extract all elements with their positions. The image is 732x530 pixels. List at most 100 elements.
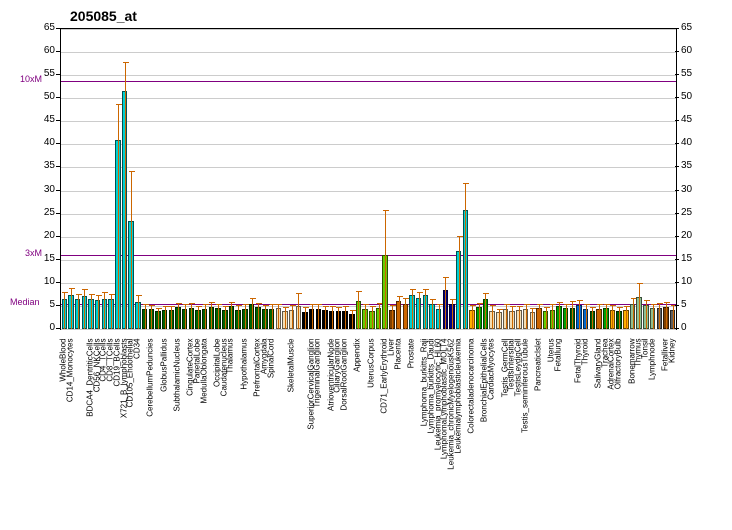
error-bar	[278, 305, 279, 329]
error-bar	[258, 304, 259, 329]
gridline	[61, 121, 676, 122]
x-tick-label: CD34	[132, 339, 141, 499]
error-bar	[572, 302, 573, 329]
error-bar	[365, 305, 366, 329]
x-tick-label: OlfractoryBulb	[614, 339, 623, 499]
error-bar	[292, 306, 293, 329]
error-bar	[318, 305, 319, 329]
error-bar	[506, 305, 507, 329]
error-bar	[138, 296, 139, 329]
x-tick-label: Fetallung	[554, 339, 563, 499]
error-bar	[211, 303, 212, 329]
error-bar	[492, 306, 493, 329]
error-bar	[265, 306, 266, 329]
y-tick-label: 45	[30, 114, 55, 125]
error-bar	[379, 304, 380, 329]
x-tick-label: TrigeminalGanglion	[313, 339, 322, 499]
x-tick-label: Colorectaladenocarcinoma	[467, 339, 476, 499]
y-tick-label-right: 25	[681, 207, 692, 218]
error-bar	[325, 307, 326, 329]
error-bar	[191, 304, 192, 329]
y-tick-label-right: 10	[681, 276, 692, 287]
y-tick-label: 20	[30, 230, 55, 241]
error-bar	[552, 305, 553, 329]
error-bar	[171, 307, 172, 329]
error-bar	[586, 305, 587, 329]
error-bar	[285, 308, 286, 329]
x-tick-label: CD14_Monocytes	[66, 339, 75, 499]
gridline	[61, 260, 676, 261]
x-tick-label: MedullaOblongata	[199, 339, 208, 499]
y-tick-label: 65	[30, 22, 55, 33]
gridline	[61, 167, 676, 168]
error-bar	[612, 306, 613, 329]
y-tick-label-right: 65	[681, 22, 692, 33]
error-bar	[252, 299, 253, 329]
error-bar	[231, 303, 232, 329]
x-tick-label: PancreaticIslet	[533, 339, 542, 499]
x-tick-label: SpinalCord	[266, 339, 275, 499]
x-tick-label: DorsalRootGanglion	[340, 339, 349, 499]
error-bar	[465, 184, 466, 329]
error-bar	[312, 305, 313, 329]
error-bar	[653, 305, 654, 329]
error-bar	[579, 301, 580, 329]
error-bar	[332, 307, 333, 329]
y-tick-label: 60	[30, 45, 55, 56]
error-bar	[338, 308, 339, 329]
error-bar	[485, 294, 486, 329]
x-tick-label: Appendix	[353, 339, 362, 499]
error-bar	[238, 306, 239, 329]
error-bar	[71, 289, 72, 329]
gridline	[61, 214, 676, 215]
error-bar	[385, 211, 386, 329]
x-tick-label: CerebellumPeduncies	[146, 339, 155, 499]
error-bar	[559, 303, 560, 329]
error-bar	[619, 308, 620, 329]
error-bar	[218, 305, 219, 329]
y-tick-label: 0	[30, 322, 55, 333]
reference-line	[61, 255, 676, 256]
error-bar	[666, 303, 667, 329]
gridline	[61, 144, 676, 145]
chart-container: 205085_at 005510101515202025253030353540…	[0, 0, 732, 530]
error-bar	[345, 307, 346, 329]
error-bar	[546, 308, 547, 329]
gridline	[61, 237, 676, 238]
y-tick-label-right: 0	[681, 322, 687, 333]
reference-label: Median	[10, 297, 40, 307]
error-bar	[392, 306, 393, 329]
error-bar	[165, 307, 166, 329]
error-bar	[352, 311, 353, 329]
error-bar	[151, 306, 152, 329]
gridline	[61, 75, 676, 76]
error-bar	[185, 305, 186, 329]
error-bar	[479, 304, 480, 329]
x-tick-label: Hypothalamus	[239, 339, 248, 499]
error-bar	[98, 296, 99, 329]
error-bar	[178, 304, 179, 329]
error-bar	[459, 237, 460, 329]
error-bar	[452, 300, 453, 329]
x-tick-label: Prostate	[406, 339, 415, 499]
x-tick-label: UterusCorpus	[366, 339, 375, 499]
error-bar	[305, 308, 306, 329]
error-bar	[412, 290, 413, 329]
x-tick-label: Thyroid	[580, 339, 589, 499]
error-bar	[472, 306, 473, 329]
reference-line	[61, 81, 676, 82]
y-tick-label-right: 50	[681, 91, 692, 102]
y-tick-label: 25	[30, 207, 55, 218]
error-bar	[84, 290, 85, 329]
error-bar	[519, 307, 520, 329]
error-bar	[512, 307, 513, 329]
error-bar	[372, 307, 373, 329]
error-bar	[539, 305, 540, 329]
x-tick-label: Placenta	[393, 339, 402, 499]
error-bar	[445, 278, 446, 329]
gridline	[61, 98, 676, 99]
error-bar	[358, 292, 359, 329]
gridline	[61, 329, 676, 330]
chart-title: 205085_at	[70, 8, 137, 24]
y-tick-label: 35	[30, 160, 55, 171]
